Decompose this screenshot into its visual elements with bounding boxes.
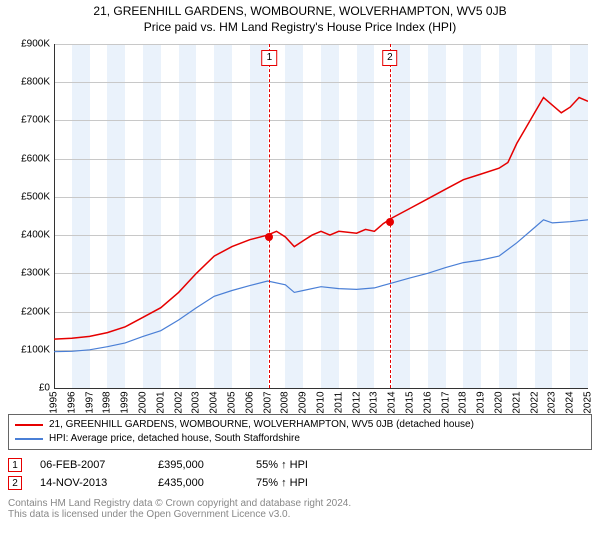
x-tick-label: 2014 xyxy=(387,391,398,413)
x-tick-label: 2017 xyxy=(440,391,451,413)
legend-item: HPI: Average price, detached house, Sout… xyxy=(15,432,585,446)
transaction-hpi-delta: 75% ↑ HPI xyxy=(256,474,592,492)
x-tick-label: 1999 xyxy=(120,391,131,413)
legend: 21, GREENHILL GARDENS, WOMBOURNE, WOLVER… xyxy=(8,414,592,450)
y-tick-label: £100K xyxy=(21,344,50,355)
legend-label: 21, GREENHILL GARDENS, WOMBOURNE, WOLVER… xyxy=(49,418,474,432)
transaction-number-badge: 2 xyxy=(8,476,22,490)
y-tick-label: £700K xyxy=(21,115,50,126)
bottom-block: 21, GREENHILL GARDENS, WOMBOURNE, WOLVER… xyxy=(8,414,592,520)
transaction-point xyxy=(265,233,273,241)
y-tick-label: £900K xyxy=(21,39,50,50)
x-tick-label: 1997 xyxy=(84,391,95,413)
y-tick-label: £300K xyxy=(21,268,50,279)
x-tick-label: 1998 xyxy=(102,391,113,413)
x-tick-label: 2005 xyxy=(227,391,238,413)
y-tick-label: £600K xyxy=(21,153,50,164)
x-tick-label: 2023 xyxy=(547,391,558,413)
title-sub: Price paid vs. HM Land Registry's House … xyxy=(8,20,592,34)
x-tick-label: 2025 xyxy=(583,391,594,413)
series-hpi xyxy=(54,220,588,352)
plot-area: 12 xyxy=(54,44,588,388)
x-tick-label: 2003 xyxy=(191,391,202,413)
chart-titles: 21, GREENHILL GARDENS, WOMBOURNE, WOLVER… xyxy=(0,0,600,36)
x-tick-label: 2011 xyxy=(333,392,344,414)
footer-line-2: This data is licensed under the Open Gov… xyxy=(8,509,592,520)
x-tick-label: 1995 xyxy=(49,391,60,413)
x-tick-label: 2024 xyxy=(565,391,576,413)
x-tick-label: 2000 xyxy=(138,391,149,413)
x-tick-label: 2006 xyxy=(244,391,255,413)
x-tick-label: 2004 xyxy=(209,391,220,413)
transaction-marker xyxy=(269,44,270,388)
series-property xyxy=(54,98,588,340)
y-tick-label: £200K xyxy=(21,306,50,317)
transaction-price: £395,000 xyxy=(158,456,238,474)
y-tick-label: £800K xyxy=(21,77,50,88)
chart-container: 21, GREENHILL GARDENS, WOMBOURNE, WOLVER… xyxy=(0,0,600,560)
transaction-point xyxy=(386,218,394,226)
x-tick-label: 2009 xyxy=(298,391,309,413)
y-tick-label: £500K xyxy=(21,191,50,202)
footer-line-1: Contains HM Land Registry data © Crown c… xyxy=(8,498,592,509)
transaction-date: 06-FEB-2007 xyxy=(40,456,140,474)
transaction-marker-label: 1 xyxy=(262,50,278,66)
line-series-svg xyxy=(54,44,588,388)
x-tick-label: 2002 xyxy=(173,391,184,413)
y-tick-label: £400K xyxy=(21,230,50,241)
x-tick-label: 2008 xyxy=(280,391,291,413)
x-tick-label: 2021 xyxy=(511,391,522,413)
legend-item: 21, GREENHILL GARDENS, WOMBOURNE, WOLVER… xyxy=(15,418,585,432)
legend-swatch xyxy=(15,438,43,440)
transaction-marker-label: 2 xyxy=(382,50,398,66)
x-tick-label: 2007 xyxy=(262,391,273,413)
footer: Contains HM Land Registry data © Crown c… xyxy=(8,498,592,520)
title-main: 21, GREENHILL GARDENS, WOMBOURNE, WOLVER… xyxy=(8,4,592,18)
transaction-row: 2 14-NOV-2013 £435,000 75% ↑ HPI xyxy=(8,474,592,492)
x-tick-label: 2018 xyxy=(458,391,469,413)
x-tick-label: 2022 xyxy=(529,391,540,413)
transaction-hpi-delta: 55% ↑ HPI xyxy=(256,456,592,474)
x-tick-label: 2010 xyxy=(316,391,327,413)
legend-swatch xyxy=(15,424,43,426)
transaction-date: 14-NOV-2013 xyxy=(40,474,140,492)
x-tick-label: 1996 xyxy=(66,391,77,413)
x-tick-label: 2016 xyxy=(422,391,433,413)
x-tick-label: 2012 xyxy=(351,391,362,413)
legend-label: HPI: Average price, detached house, Sout… xyxy=(49,432,300,446)
x-tick-label: 2013 xyxy=(369,391,380,413)
x-tick-label: 2019 xyxy=(476,391,487,413)
transaction-table: 1 06-FEB-2007 £395,000 55% ↑ HPI 2 14-NOV-201… xyxy=(8,456,592,492)
x-tick-label: 2020 xyxy=(494,391,505,413)
x-tick-label: 2001 xyxy=(155,391,166,413)
transaction-row: 1 06-FEB-2007 £395,000 55% ↑ HPI xyxy=(8,456,592,474)
chart-area: £0£100K£200K£300K£400K£500K£600K£700K£80… xyxy=(8,40,592,410)
transaction-number-badge: 1 xyxy=(8,458,22,472)
x-axis: 1995199619971998199920002001200220032004… xyxy=(54,388,588,410)
y-axis: £0£100K£200K£300K£400K£500K£600K£700K£80… xyxy=(8,44,52,388)
transaction-price: £435,000 xyxy=(158,474,238,492)
transaction-marker xyxy=(390,44,391,388)
x-tick-label: 2015 xyxy=(405,391,416,413)
